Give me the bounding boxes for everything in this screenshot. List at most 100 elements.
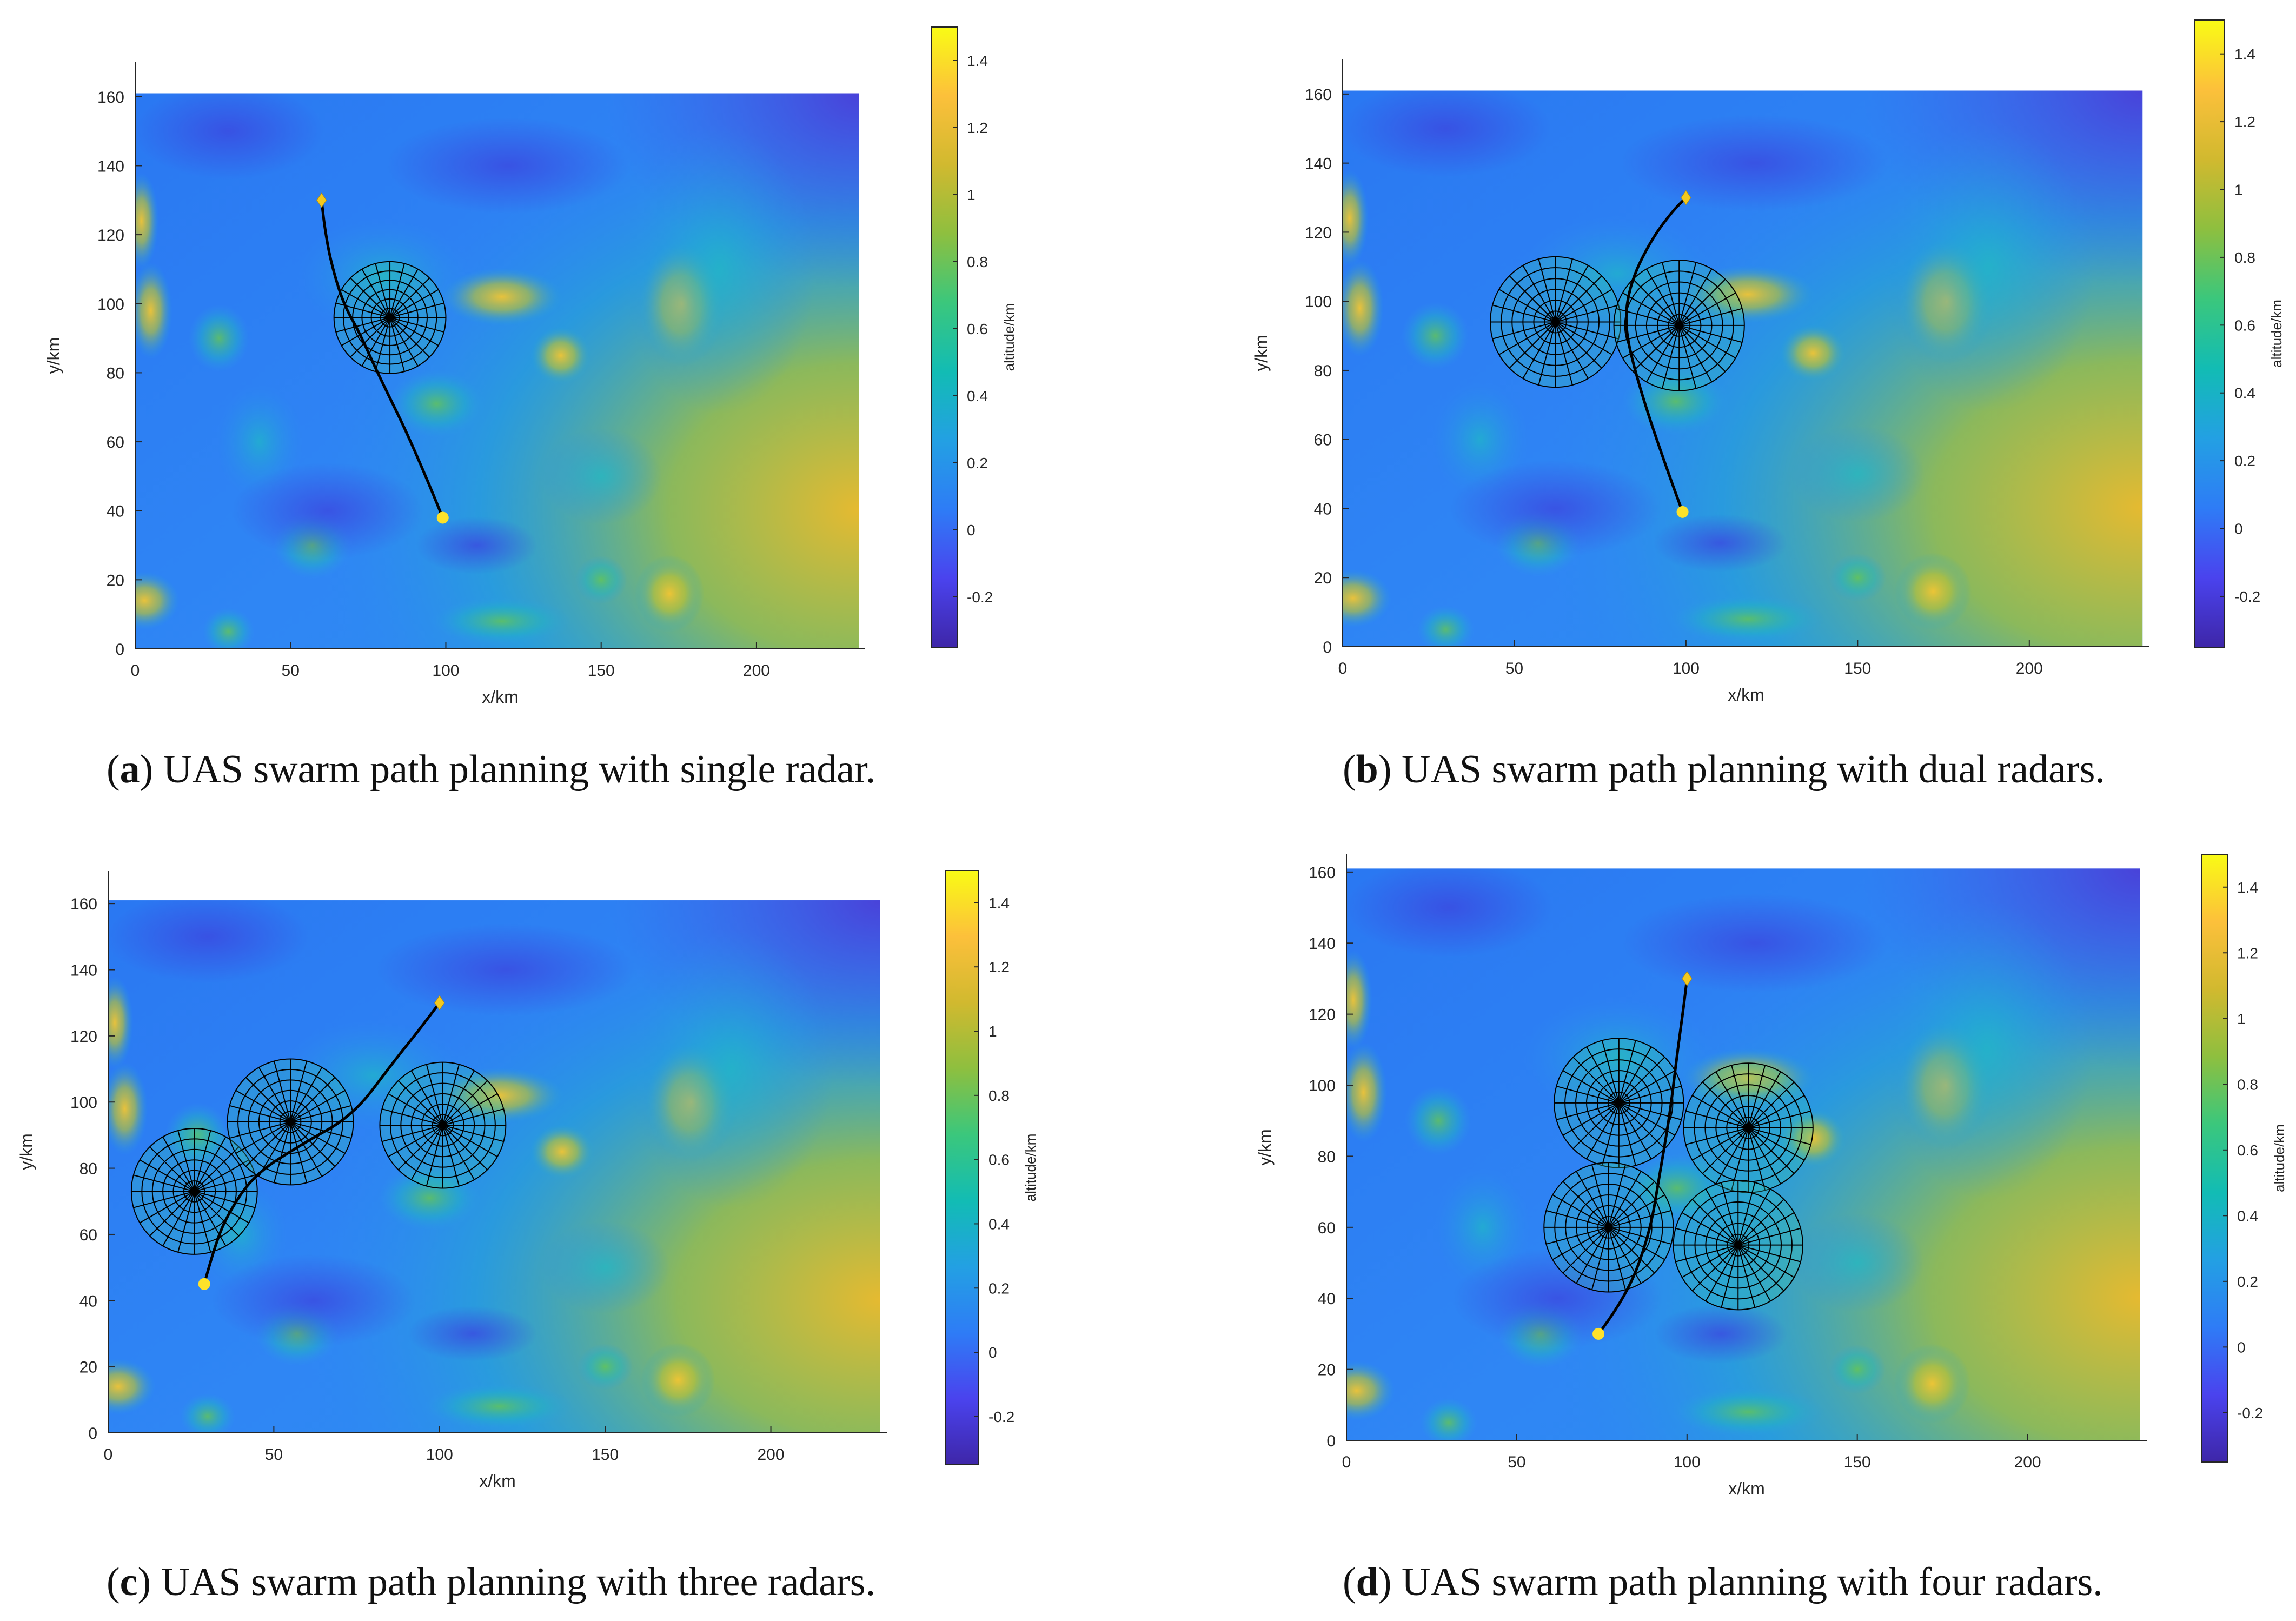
radar-spoke bbox=[1556, 1085, 1620, 1104]
radar-spoke bbox=[194, 1191, 227, 1246]
colorbar-tick-label: 0 bbox=[2234, 521, 2243, 537]
radar-spoke bbox=[442, 1125, 504, 1142]
radar-center bbox=[1745, 1124, 1752, 1131]
radar-spoke bbox=[1555, 321, 1602, 369]
radar-spoke bbox=[442, 1125, 498, 1158]
terrain-map bbox=[1343, 90, 2143, 647]
colorbar-tick-label: 0.8 bbox=[967, 254, 988, 270]
x-tick-label: 50 bbox=[1508, 1453, 1525, 1471]
radar-spoke bbox=[1633, 278, 1680, 326]
panel-b: 0 50 100 150 200 0 20 40 60 80 100 120 140 160 x/km y/k… bbox=[1251, 19, 2285, 705]
radar-spoke bbox=[1678, 325, 1713, 382]
radar-spoke bbox=[410, 1070, 443, 1126]
terrain-feature bbox=[211, 1254, 416, 1347]
y-tick-label: 120 bbox=[97, 227, 124, 244]
start-marker bbox=[1592, 1327, 1605, 1340]
radar-spoke bbox=[1702, 1127, 1749, 1174]
caption-b: (b) UAS swarm path planning with dual ra… bbox=[1343, 747, 2105, 792]
radar-spoke bbox=[133, 1174, 195, 1192]
terrain-feature bbox=[1346, 950, 1372, 1050]
y-axis-label: y/km bbox=[44, 337, 63, 374]
radar-spoke bbox=[1555, 322, 1573, 386]
radar-spoke bbox=[1608, 1226, 1665, 1260]
x-tick-label: 0 bbox=[1338, 660, 1348, 677]
start-marker bbox=[1676, 506, 1689, 518]
terrain-feature bbox=[1670, 595, 1825, 643]
colorbar-label: altitude/km bbox=[2268, 300, 2285, 368]
y-tick-label: 60 bbox=[1314, 431, 1332, 449]
radar-spoke bbox=[177, 1191, 195, 1253]
radar-spoke bbox=[1678, 324, 1742, 343]
colorbar-tick-label: 1.4 bbox=[988, 894, 1010, 911]
y-tick-label: 20 bbox=[1318, 1361, 1336, 1379]
radar-spoke bbox=[1682, 1212, 1738, 1246]
radar-spoke bbox=[442, 1093, 498, 1126]
radar-spoke bbox=[389, 317, 419, 367]
terrain-feature bbox=[1779, 324, 1847, 382]
radar-spoke bbox=[350, 317, 390, 358]
terrain-feature bbox=[1346, 1042, 1388, 1142]
radar-spoke bbox=[1737, 1244, 1784, 1291]
radar-spoke bbox=[258, 1121, 291, 1177]
radar-spoke bbox=[1748, 1081, 1795, 1128]
radar-spoke bbox=[1555, 304, 1619, 323]
x-tick-label: 0 bbox=[104, 1446, 113, 1464]
radar-spoke bbox=[194, 1174, 256, 1192]
radar-spoke bbox=[375, 263, 391, 318]
radar-center bbox=[1552, 318, 1559, 325]
radar-spoke bbox=[290, 1089, 346, 1122]
terrain-feature bbox=[530, 326, 592, 385]
radar-spoke bbox=[1608, 1171, 1642, 1228]
colorbar-tick-label: 1 bbox=[988, 1023, 997, 1040]
radar-spoke bbox=[1678, 268, 1713, 326]
terrain-feature bbox=[108, 1358, 155, 1414]
y-tick-label: 0 bbox=[88, 1425, 97, 1443]
colorbar-tick-label: 1.2 bbox=[2237, 945, 2258, 961]
radar-spoke bbox=[133, 1191, 195, 1208]
y-tick-label: 160 bbox=[1309, 864, 1336, 882]
caption-text: ) UAS swarm path planning with four rada… bbox=[1378, 1560, 2103, 1604]
radar-spoke bbox=[1618, 1057, 1665, 1104]
radar-spoke bbox=[1576, 1227, 1609, 1284]
y-tick-label: 60 bbox=[79, 1226, 97, 1244]
radar-spoke bbox=[162, 1137, 195, 1192]
radar-spoke bbox=[1616, 324, 1680, 343]
x-tick-label: 50 bbox=[282, 662, 300, 680]
radar-spoke bbox=[1601, 1102, 1620, 1166]
radar-center bbox=[1676, 322, 1683, 329]
radar-spoke bbox=[245, 1077, 291, 1122]
terrain-map bbox=[108, 900, 880, 1433]
radar-spoke bbox=[1748, 1127, 1795, 1174]
radar-spoke bbox=[1522, 265, 1556, 323]
radar-spoke bbox=[442, 1125, 488, 1171]
radar-spoke bbox=[397, 1125, 443, 1171]
radar-spoke bbox=[1675, 1244, 1738, 1263]
radar-spoke bbox=[245, 1121, 291, 1167]
y-tick-label: 0 bbox=[1326, 1432, 1336, 1450]
radar-spoke bbox=[194, 1191, 211, 1253]
terrain-feature bbox=[1894, 553, 1972, 630]
terrain-feature bbox=[1450, 460, 1662, 557]
terrain-feature bbox=[379, 1165, 481, 1231]
radar-spoke bbox=[1572, 1057, 1620, 1104]
x-tick-label: 200 bbox=[2014, 1453, 2041, 1471]
radar-spoke bbox=[290, 1061, 308, 1122]
caption-letter: d bbox=[1356, 1560, 1378, 1604]
radar-spoke bbox=[1586, 1102, 1620, 1160]
colorbar-tick-label: 0.6 bbox=[2237, 1142, 2258, 1159]
radar-spoke bbox=[382, 1108, 443, 1126]
radar-spoke bbox=[1737, 1199, 1784, 1246]
panel-a: 0 50 100 150 200 0 20 40 60 80 100 120 140 160 x/km y/k… bbox=[44, 26, 1017, 707]
radar-spoke bbox=[290, 1077, 336, 1122]
terrain-feature bbox=[135, 93, 324, 180]
colorbar-tick-label: 0.4 bbox=[967, 388, 988, 404]
y-tick-label: 160 bbox=[70, 895, 97, 913]
flight-path bbox=[320, 200, 444, 519]
radar-spoke bbox=[1692, 1127, 1749, 1161]
radar-spoke bbox=[1492, 304, 1556, 323]
radar-spoke bbox=[1618, 1040, 1636, 1104]
radar-spoke bbox=[1678, 278, 1726, 326]
colorbar-tick-label: 0.8 bbox=[2234, 249, 2255, 266]
radar-4 bbox=[1673, 1180, 1803, 1311]
radar-spoke bbox=[1685, 1110, 1749, 1128]
